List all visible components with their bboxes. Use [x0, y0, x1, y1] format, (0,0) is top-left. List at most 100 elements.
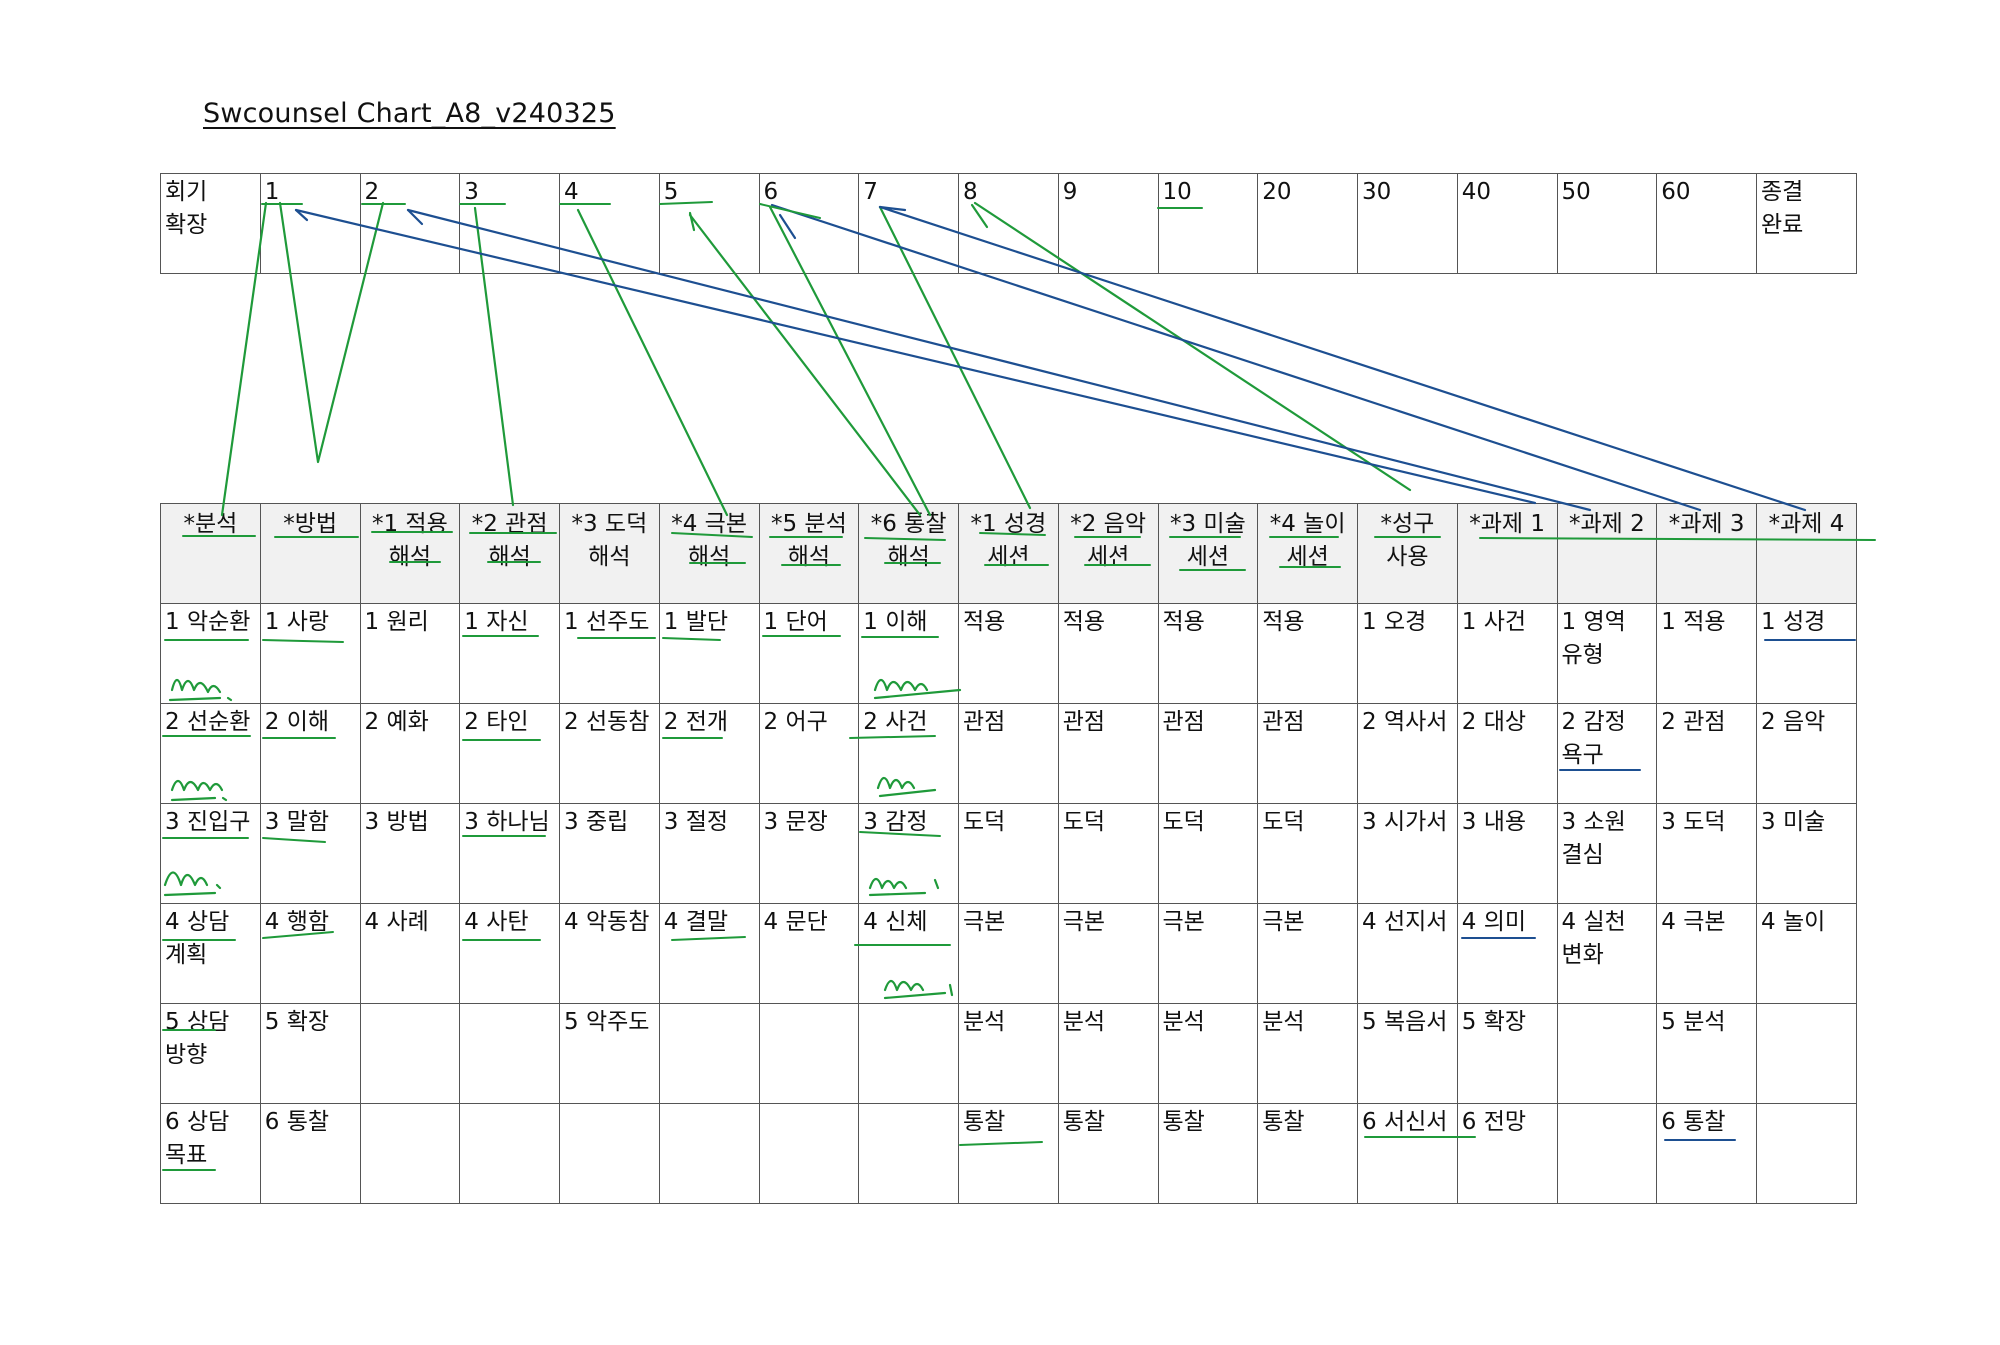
- table-cell: 4 놀이: [1756, 903, 1857, 1004]
- table-cell: 3 감정: [858, 803, 959, 904]
- table-cell: 통찰: [1157, 1103, 1259, 1204]
- session-cell: 10: [1157, 173, 1259, 274]
- table-cell: 극본: [1257, 903, 1358, 1004]
- table-cell: 통찰: [1257, 1103, 1358, 1204]
- table-cell: 극본: [958, 903, 1059, 1004]
- header-cell: *2 관점 해석: [459, 503, 560, 604]
- session-cell: 50: [1556, 173, 1658, 274]
- table-cell: 2 예화: [359, 703, 461, 804]
- table-cell: 도덕: [1057, 803, 1159, 904]
- table-cell: 2 전개: [658, 703, 760, 804]
- header-cell: *성구 사용: [1357, 503, 1458, 604]
- counsel-chart-table: *분석 *방법 *1 적용 해석 *2 관점 해석 *3 도덕 해석 *4 극본 해석 *5…: [160, 503, 1857, 1204]
- table-cell: 3 절정: [658, 803, 760, 904]
- table-cell: 분석: [1057, 1003, 1159, 1104]
- table-cell: 관점: [1157, 703, 1259, 804]
- table-cell: 2 대상: [1456, 703, 1558, 804]
- table-cell: 4 문단: [758, 903, 860, 1004]
- table-cell: 3 미술: [1756, 803, 1857, 904]
- table-cell: [459, 1103, 560, 1204]
- table-cell: 적용: [1157, 603, 1259, 704]
- header-cell: *4 놀이 세션: [1257, 503, 1358, 604]
- table-cell: [858, 1103, 959, 1204]
- session-row-table: 회기 확장 1 2 3 4 5 6 7 8 9 10 20 30 40 50 60 종결 완료: [160, 173, 1857, 274]
- table-cell: 5 분석: [1656, 1003, 1757, 1104]
- session-cell: 30: [1357, 173, 1458, 274]
- table-cell: 통찰: [958, 1103, 1059, 1204]
- table-cell: 6 통찰: [259, 1103, 361, 1204]
- session-row: 회기 확장 1 2 3 4 5 6 7 8 9 10 20 30 40 50 60 종결 완료: [160, 173, 1857, 274]
- table-cell: 6 서신서: [1357, 1103, 1458, 1204]
- table-cell: 5 상담 방향: [160, 1003, 261, 1104]
- document-title: Swcounsel Chart_A8_v240325: [203, 98, 616, 129]
- table-cell: 6 전망: [1456, 1103, 1558, 1204]
- table-cell: 4 극본: [1656, 903, 1757, 1004]
- table-cell: 2 타인: [459, 703, 560, 804]
- table-cell: 5 확장: [1456, 1003, 1558, 1104]
- table-cell: [359, 1003, 461, 1104]
- header-cell: *과제 3: [1656, 503, 1757, 604]
- session-cell: 4: [559, 173, 660, 274]
- table-row: 3 진입구 3 말함 3 방법 3 하나님 3 중립 3 절정 3 문장 3 감정 도덕 도덕 도덕…: [160, 803, 1857, 904]
- table-cell: 2 이해: [259, 703, 361, 804]
- table-cell: 3 방법: [359, 803, 461, 904]
- header-cell: *1 성경 세션: [958, 503, 1059, 604]
- session-cell: 60: [1656, 173, 1757, 274]
- table-cell: 1 원리: [359, 603, 461, 704]
- table-cell: 4 선지서: [1357, 903, 1458, 1004]
- table-cell: 3 진입구: [160, 803, 261, 904]
- table-cell: 4 사탄: [459, 903, 560, 1004]
- table-cell: 1 사건: [1456, 603, 1558, 704]
- table-cell: [858, 1003, 959, 1104]
- table-row: 6 상담 목표 6 통찰 통찰 통찰 통찰 통찰 6 서신서 6 전망 6 통찰: [160, 1103, 1857, 1204]
- session-cell: 2: [359, 173, 461, 274]
- table-cell: 1 발단: [658, 603, 760, 704]
- table-cell: 관점: [1257, 703, 1358, 804]
- table-cell: 극본: [1057, 903, 1159, 1004]
- header-row: *분석 *방법 *1 적용 해석 *2 관점 해석 *3 도덕 해석 *4 극본 해석 *5…: [160, 503, 1857, 604]
- table-cell: 적용: [1057, 603, 1159, 704]
- table-cell: 3 말함: [259, 803, 361, 904]
- session-cell: 7: [858, 173, 959, 274]
- table-cell: 2 선순환: [160, 703, 261, 804]
- table-cell: 4 상담 계획: [160, 903, 261, 1004]
- table-cell: 6 통찰: [1656, 1103, 1757, 1204]
- table-cell: 1 악순환: [160, 603, 261, 704]
- session-cell: 6: [758, 173, 860, 274]
- table-cell: 6 상담 목표: [160, 1103, 261, 1204]
- table-cell: 1 자신: [459, 603, 560, 704]
- table-cell: 3 내용: [1456, 803, 1558, 904]
- header-cell: *과제 1: [1456, 503, 1558, 604]
- header-cell: *과제 4: [1756, 503, 1857, 604]
- header-cell: *2 음악 세션: [1057, 503, 1159, 604]
- table-cell: 4 사례: [359, 903, 461, 1004]
- table-cell: 4 의미: [1456, 903, 1558, 1004]
- table-cell: 1 적용: [1656, 603, 1757, 704]
- table-cell: [1756, 1003, 1857, 1104]
- header-cell: *6 통찰 해석: [858, 503, 959, 604]
- table-cell: 4 행함: [259, 903, 361, 1004]
- session-cell: 3: [459, 173, 560, 274]
- session-cell: 1: [259, 173, 361, 274]
- table-cell: 분석: [1157, 1003, 1259, 1104]
- table-cell: 1 영역 유형: [1556, 603, 1658, 704]
- header-cell: *3 미술 세션: [1157, 503, 1259, 604]
- table-cell: 분석: [1257, 1003, 1358, 1104]
- table-cell: 5 확장: [259, 1003, 361, 1104]
- table-row: 2 선순환 2 이해 2 예화 2 타인 2 선동참 2 전개 2 어구 2 사건 관점 관점 관점…: [160, 703, 1857, 804]
- table-row: 4 상담 계획 4 행함 4 사례 4 사탄 4 악동참 4 결말 4 문단 4 신체 극본 극본…: [160, 903, 1857, 1004]
- table-cell: [359, 1103, 461, 1204]
- table-cell: 1 단어: [758, 603, 860, 704]
- table-cell: 도덕: [1157, 803, 1259, 904]
- table-cell: 4 악동참: [559, 903, 660, 1004]
- table-cell: 관점: [1057, 703, 1159, 804]
- table-cell: 2 어구: [758, 703, 860, 804]
- header-cell: *4 극본 해석: [658, 503, 760, 604]
- table-cell: 분석: [958, 1003, 1059, 1104]
- table-cell: 1 오경: [1357, 603, 1458, 704]
- session-cell: 종결 완료: [1756, 173, 1857, 274]
- table-row: 5 상담 방향 5 확장 5 악주도 분석 분석 분석 분석 5 복음서 5 확장 5 분석: [160, 1003, 1857, 1104]
- session-cell: 5: [658, 173, 760, 274]
- table-cell: 4 실천 변화: [1556, 903, 1658, 1004]
- table-cell: [658, 1003, 760, 1104]
